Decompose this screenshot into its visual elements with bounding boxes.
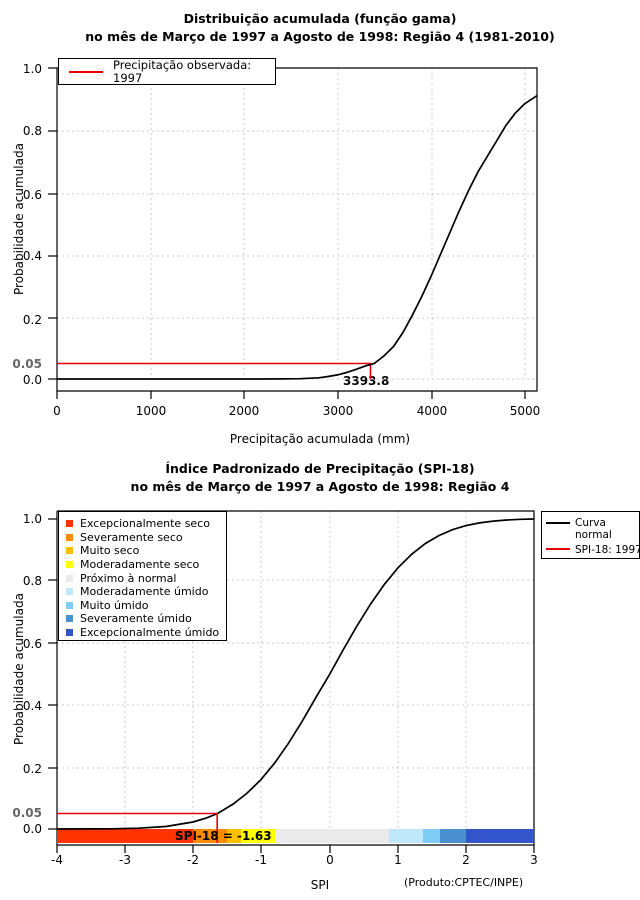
- legend-label: Moderadamente úmido: [80, 585, 209, 599]
- top-xtick-0: 0: [53, 404, 61, 418]
- legend-item-severamente-umido: Severamente úmido: [66, 612, 226, 626]
- swatch-icon: [66, 574, 73, 582]
- bottom-xtick-minus2: -2: [187, 853, 199, 867]
- top-ytick-0-0: 0.0: [22, 373, 42, 387]
- bottom-ytick-0-4: 0.4: [22, 699, 42, 713]
- bottom-ytick-0-0: 0.0: [22, 822, 42, 836]
- top-xtick-3000: 3000: [322, 404, 354, 418]
- top-chart-reference-lines: [57, 362, 372, 379]
- bottom-xtick-2: 2: [462, 853, 470, 867]
- bottom-xtick-3: 3: [530, 853, 538, 867]
- legend-item-curva-normal: Curva normal: [546, 517, 639, 541]
- spi-class-legend: Excepcionalmente seco Severamente seco M…: [58, 511, 227, 641]
- top-xtick-1000: 1000: [135, 404, 167, 418]
- legend-label: Muito seco: [80, 544, 140, 558]
- legend-item-proximo-a-normal: Próximo à normal: [66, 571, 226, 585]
- legend-line-icon: [546, 548, 570, 550]
- legend-item-moderadamente-seco: Moderadamente seco: [66, 558, 226, 572]
- bottom-chart-reference-lines: [57, 812, 218, 843]
- spi-category-colorbar: [57, 829, 534, 843]
- swatch-icon: [66, 615, 73, 623]
- top-chart-plot: [48, 67, 538, 399]
- top-ytick-0-05: 0.05: [12, 357, 42, 371]
- top-ytick-0-4: 0.4: [22, 249, 42, 263]
- top-chart-legend: Precipitação observada: 1997: [58, 58, 276, 85]
- bottom-chart-title-line1: Índice Padronizado de Precipitação (SPI-…: [165, 461, 475, 476]
- legend-label: Severamente seco: [80, 530, 183, 544]
- top-chart-title-line2: no mês de Março de 1997 a Agosto de 1998…: [85, 29, 555, 44]
- top-ytick-0-8: 0.8: [22, 124, 42, 138]
- legend-item-excepcionalmente-seco: Excepcionalmente seco: [66, 517, 226, 531]
- bottom-xtick-minus4: -4: [51, 853, 63, 867]
- legend-label: SPI-18: 1997: [575, 544, 640, 556]
- legend-label: Severamente úmido: [80, 612, 192, 626]
- swatch-icon: [66, 601, 73, 609]
- bottom-xaxis-label: SPI: [310, 878, 330, 892]
- top-xtick-5000: 5000: [509, 404, 541, 418]
- bottom-chart-curve-legend: Curva normal SPI-18: 1997: [541, 511, 640, 559]
- legend-label: Curva normal: [575, 517, 612, 541]
- legend-label: Próximo à normal: [80, 571, 177, 585]
- top-chart-xticks: [56, 391, 526, 399]
- bottom-chart-yticks: [48, 518, 57, 830]
- credit-text: (Produto:CPTEC/INPE): [404, 876, 524, 889]
- legend-line-icon: [69, 70, 103, 73]
- top-chart-yticks: [48, 67, 57, 380]
- swatch-icon: [66, 561, 73, 569]
- legend-item-severamente-seco: Severamente seco: [66, 531, 226, 545]
- top-chart-axes: [56, 67, 538, 392]
- bottom-chart-title-line2: no mês de Março de 1997 a Agosto de 1998…: [130, 479, 510, 494]
- legend-label: Excepcionalmente seco: [80, 517, 210, 531]
- top-chart-legend-label: Precipitação observada: 1997: [113, 57, 252, 85]
- swatch-icon: [66, 520, 73, 528]
- bottom-chart-gridlines: [57, 511, 534, 829]
- bottom-xtick-minus1: -1: [255, 853, 267, 867]
- swatch-icon: [66, 547, 73, 555]
- bottom-xtick-minus3: -3: [119, 853, 131, 867]
- top-ytick-0-6: 0.6: [22, 188, 42, 202]
- top-xtick-4000: 4000: [416, 404, 448, 418]
- top-ytick-1-0: 1.0: [22, 62, 42, 76]
- legend-item-excepcionalmente-umido: Excepcionalmente úmido: [66, 626, 226, 640]
- bottom-ytick-1-0: 1.0: [22, 512, 42, 526]
- legend-item-spi18-1997: SPI-18: 1997: [546, 544, 640, 556]
- top-chart-title-line1: Distribuição acumulada (função gama): [183, 11, 457, 26]
- legend-item-muito-umido: Muito úmido: [66, 599, 226, 613]
- top-chart-curve: [57, 94, 538, 380]
- top-chart-title: Distribuição acumulada (função gama) no …: [0, 10, 640, 46]
- top-ytick-0-2: 0.2: [22, 313, 42, 327]
- spi-value-annotation: SPI-18 = -1.63: [175, 829, 272, 843]
- swatch-icon: [66, 629, 73, 637]
- bottom-ytick-0-2: 0.2: [22, 762, 42, 776]
- bottom-chart-title: Índice Padronizado de Precipitação (SPI-…: [0, 460, 640, 496]
- swatch-icon: [66, 533, 73, 541]
- legend-line-icon: [546, 522, 570, 524]
- legend-item-muito-seco: Muito seco: [66, 544, 226, 558]
- top-xtick-2000: 2000: [228, 404, 260, 418]
- bottom-ytick-0-6: 0.6: [22, 637, 42, 651]
- top-xaxis-label: Precipitação acumulada (mm): [229, 432, 411, 446]
- top-chart-x-annotation: 3393.8: [343, 374, 390, 388]
- legend-item-moderadamente-umido: Moderadamente úmido: [66, 585, 226, 599]
- bottom-chart-xticks: [56, 845, 535, 853]
- legend-label: Muito úmido: [80, 598, 149, 612]
- legend-label: Excepcionalmente úmido: [80, 626, 220, 640]
- bottom-xtick-0: 0: [326, 853, 334, 867]
- bottom-ytick-0-05: 0.05: [12, 806, 42, 820]
- swatch-icon: [66, 588, 73, 596]
- bottom-xtick-1: 1: [394, 853, 402, 867]
- bottom-ytick-0-8: 0.8: [22, 574, 42, 588]
- legend-label: Moderadamente seco: [80, 558, 200, 572]
- bottom-chart-curve: [56, 518, 535, 830]
